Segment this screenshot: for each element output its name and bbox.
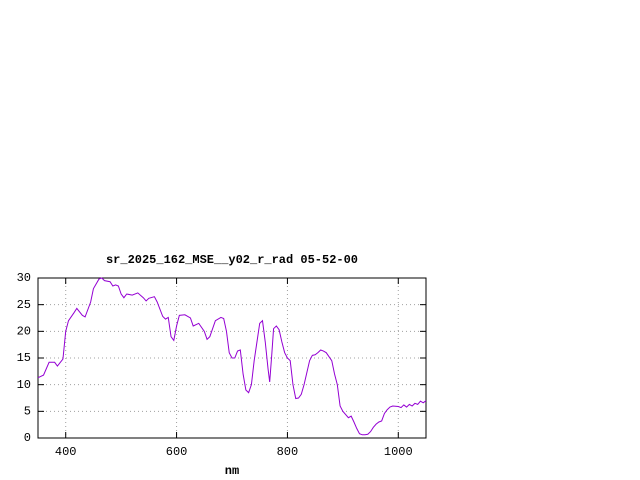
y-tick-label: 5 [24,405,31,419]
y-tick-label: 0 [24,431,31,445]
x-axis-label: nm [225,464,239,478]
data-line [37,277,427,436]
x-tick-label: 600 [166,445,188,459]
y-tick-label: 20 [17,325,31,339]
chart-title: sr_2025_162_MSE__y02_r_rad 05-52-00 [106,253,358,267]
y-tick-label: 10 [17,378,31,392]
y-tick-label: 15 [17,351,31,365]
y-tick-label: 25 [17,298,31,312]
x-tick-label: 400 [55,445,77,459]
y-tick-label: 30 [17,271,31,285]
x-tick-label: 1000 [384,445,413,459]
plot-frame [37,277,427,439]
x-tick-label: 800 [277,445,299,459]
